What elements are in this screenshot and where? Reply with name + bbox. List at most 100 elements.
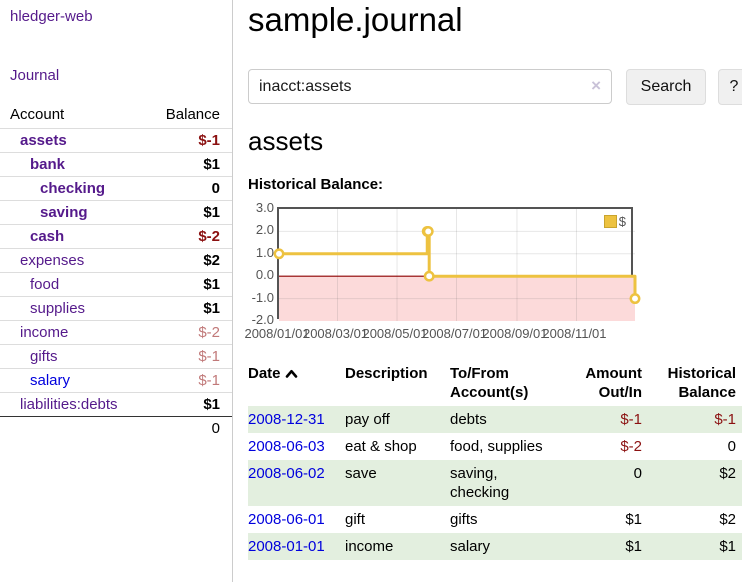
transaction-row: 2008-01-01 income salary $1 $1	[248, 533, 742, 560]
x-axis-tick-label: 2008/05/01	[362, 326, 428, 341]
chart-legend: $	[603, 214, 626, 229]
account-row: expenses $2	[0, 248, 232, 273]
account-row: salary $-1	[0, 368, 232, 393]
accounts-table-header: Account Balance	[0, 102, 232, 129]
transaction-date-link[interactable]: 2008-01-01	[248, 538, 325, 555]
sort-ascending-icon	[285, 364, 298, 383]
balance-column-header: Historical Balance	[667, 365, 736, 401]
transaction-description: income	[345, 538, 394, 555]
balance-chart-plot: $	[273, 207, 641, 321]
accounts-total-row: 0	[0, 416, 232, 440]
balance-column-header: Balance	[165, 106, 220, 123]
accounts-table: Account Balance assets $-1 bank $1 chec	[0, 102, 232, 440]
account-link[interactable]: income	[20, 324, 69, 341]
account-link[interactable]: cash	[30, 228, 65, 245]
sidebar-item-journal[interactable]: Journal	[10, 67, 60, 84]
y-axis-tick-label: 0.0	[255, 267, 274, 283]
account-balance: $1	[140, 272, 232, 297]
chart-title: Historical Balance:	[248, 176, 384, 193]
account-balance: $1	[140, 152, 232, 177]
transaction-date-link[interactable]: 2008-06-02	[248, 465, 325, 482]
transaction-row: 2008-06-03 eat & shop food, supplies $-2…	[248, 433, 742, 460]
y-axis-tick-label: 2.0	[255, 222, 274, 238]
historical-balance-chart: 3.0 2.0 1.0 0.0 -1.0 -2.0 $ 2008/01/01 2008/03…	[244, 200, 668, 345]
account-link[interactable]: food	[30, 276, 60, 293]
transaction-balance: $2	[719, 465, 736, 482]
account-balance: 0	[140, 176, 232, 201]
transaction-row: 2008-12-31 pay off debts $-1 $-1	[248, 406, 742, 433]
transaction-date-link[interactable]: 2008-06-01	[248, 511, 325, 528]
date-column-header[interactable]: Date	[248, 362, 345, 406]
account-balance: $-1	[140, 128, 232, 153]
account-link[interactable]: liabilities:debts	[20, 396, 118, 413]
transaction-description: save	[345, 465, 377, 482]
account-link[interactable]: expenses	[20, 252, 85, 269]
account-row: liabilities:debts $1	[0, 392, 232, 417]
transaction-row: 2008-06-01 gift gifts $1 $2	[248, 506, 742, 533]
transaction-description: gift	[345, 511, 366, 528]
register-table: Date Description To/From Account(s) Amou…	[248, 362, 742, 560]
transaction-amount: $1	[625, 511, 642, 528]
transaction-balance: 0	[727, 438, 736, 455]
y-axis-tick-label: 1.0	[255, 244, 274, 260]
transaction-date-link[interactable]: 2008-12-31	[248, 411, 325, 428]
transaction-amount: $-2	[620, 438, 642, 455]
x-axis-tick-label: 2008/11/01	[542, 326, 607, 341]
account-row: supplies $1	[0, 296, 232, 321]
account-balance: $-2	[140, 320, 232, 345]
account-link[interactable]: supplies	[30, 300, 86, 317]
sidebar: hledger-web Journal Account Balance asse…	[0, 0, 233, 582]
x-axis-tick-label: 2008/07/01	[421, 326, 488, 341]
account-link[interactable]: bank	[30, 156, 66, 173]
search-input[interactable]	[248, 69, 612, 104]
account-link[interactable]: saving	[40, 204, 88, 221]
transaction-accounts: salary	[450, 538, 491, 555]
transaction-row: 2008-06-02 save saving, checking 0 $2	[248, 460, 742, 506]
transaction-accounts: saving, checking	[450, 465, 510, 501]
x-axis-tick-label: 2008/09/01	[482, 326, 548, 341]
account-balance: $-2	[140, 224, 232, 249]
transaction-description: eat & shop	[345, 438, 417, 455]
search-form: × Search ?	[248, 69, 742, 105]
y-axis-tick-label: 3.0	[255, 200, 274, 215]
account-link[interactable]: gifts	[30, 348, 58, 365]
accounts-total-value: 0	[140, 416, 232, 440]
account-link[interactable]: checking	[40, 180, 106, 197]
legend-label: $	[618, 214, 626, 229]
account-heading: assets	[248, 126, 324, 156]
transaction-balance: $1	[719, 538, 736, 555]
account-row: assets $-1	[0, 128, 232, 153]
account-link[interactable]: salary	[30, 372, 71, 389]
register-header-row: Date Description To/From Account(s) Amou…	[248, 362, 742, 406]
app-brand-link[interactable]: hledger-web	[10, 8, 93, 25]
account-row: gifts $-1	[0, 344, 232, 369]
account-column-header: Account	[10, 106, 65, 123]
account-link[interactable]: assets	[20, 132, 67, 149]
account-row: income $-2	[0, 320, 232, 345]
transaction-amount: 0	[633, 465, 642, 482]
account-balance: $1	[140, 392, 232, 417]
account-row: bank $1	[0, 152, 232, 177]
account-row: cash $-2	[0, 224, 232, 249]
transaction-date-link[interactable]: 2008-06-03	[248, 438, 325, 455]
account-balance: $1	[140, 296, 232, 321]
account-row: saving $1	[0, 200, 232, 225]
search-button[interactable]: Search	[626, 69, 706, 105]
account-row: checking 0	[0, 176, 232, 201]
accounts-column-header: To/From Account(s)	[450, 365, 529, 401]
transaction-accounts: debts	[450, 411, 487, 428]
x-axis-tick-label: 2008/01/01	[244, 326, 310, 341]
account-balance: $2	[140, 248, 232, 273]
x-axis-tick-label: 2008/03/01	[302, 326, 369, 341]
account-balance: $-1	[140, 368, 232, 393]
amount-column-header: Amount Out/In	[585, 365, 642, 401]
transaction-balance: $2	[719, 511, 736, 528]
description-column-header: Description	[345, 365, 428, 382]
clear-search-icon[interactable]: ×	[591, 76, 601, 95]
legend-swatch-icon	[603, 215, 617, 228]
transaction-description: pay off	[345, 411, 390, 428]
transaction-balance: $-1	[714, 411, 736, 428]
help-button[interactable]: ?	[718, 69, 742, 105]
account-row: food $1	[0, 272, 232, 297]
account-balance: $-1	[140, 344, 232, 369]
